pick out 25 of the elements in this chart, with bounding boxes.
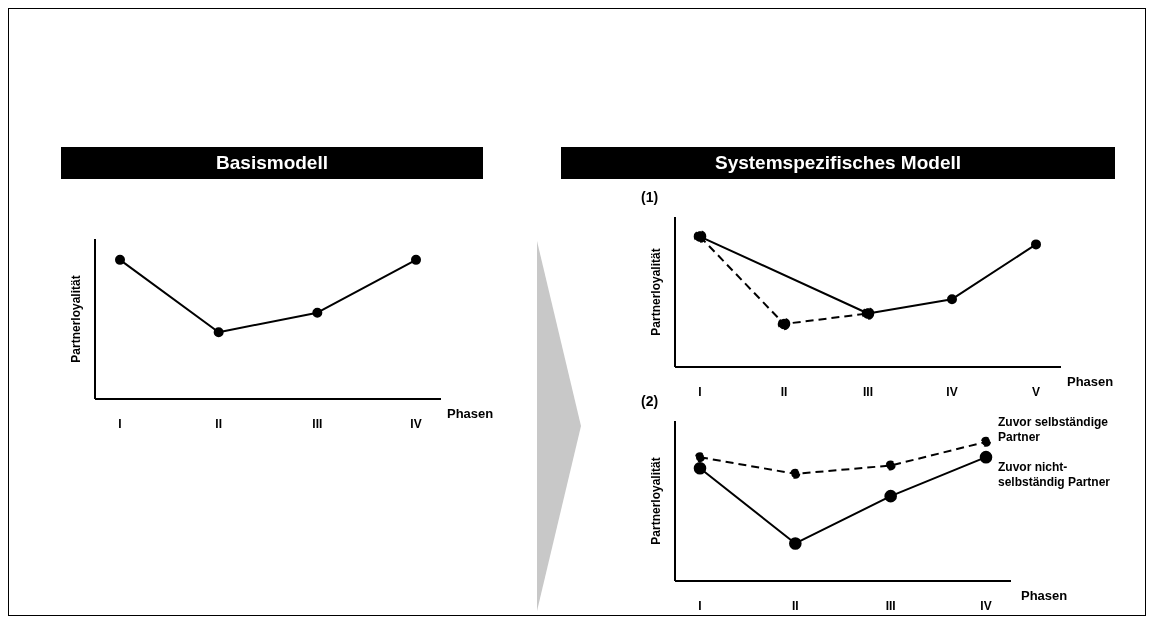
x-tick-label: III	[312, 416, 323, 431]
x-tick-label: V	[1031, 384, 1041, 399]
x-tick-label: IV	[946, 384, 958, 399]
x-tick-label: I	[118, 416, 122, 431]
chart-title: Basismodell	[61, 147, 483, 179]
x-tick-label: I	[698, 598, 702, 613]
y-axis-title: Partnerloyalität	[69, 275, 84, 363]
x-tick-label: II	[792, 598, 799, 613]
x-tick-label: I	[698, 384, 702, 399]
y-axis-title: Partnerloyalität	[649, 248, 664, 336]
chart-subtitle: (2)	[641, 393, 659, 409]
chart-subtitle: (1)	[641, 189, 660, 207]
series-label: Zuvor selbständige Partner	[998, 414, 1109, 444]
x-axis-title: Phasen	[1067, 374, 1114, 391]
x-axis-title: Phasen	[447, 406, 494, 423]
series-label: Zuvor nicht-selbständig Partner	[998, 460, 1111, 490]
x-tick-label: III	[862, 384, 874, 399]
x-tick-label: II	[215, 416, 222, 431]
x-tick-label: IV	[980, 598, 992, 613]
x-axis-title: Phasen	[1021, 588, 1068, 605]
x-tick-label: II	[780, 384, 788, 399]
chart-title: Systemspezifisches Modell	[561, 147, 1115, 179]
x-tick-label: III	[885, 598, 896, 613]
x-tick-label: IV	[410, 416, 422, 431]
y-axis-title: Partnerloyalität	[649, 457, 664, 545]
